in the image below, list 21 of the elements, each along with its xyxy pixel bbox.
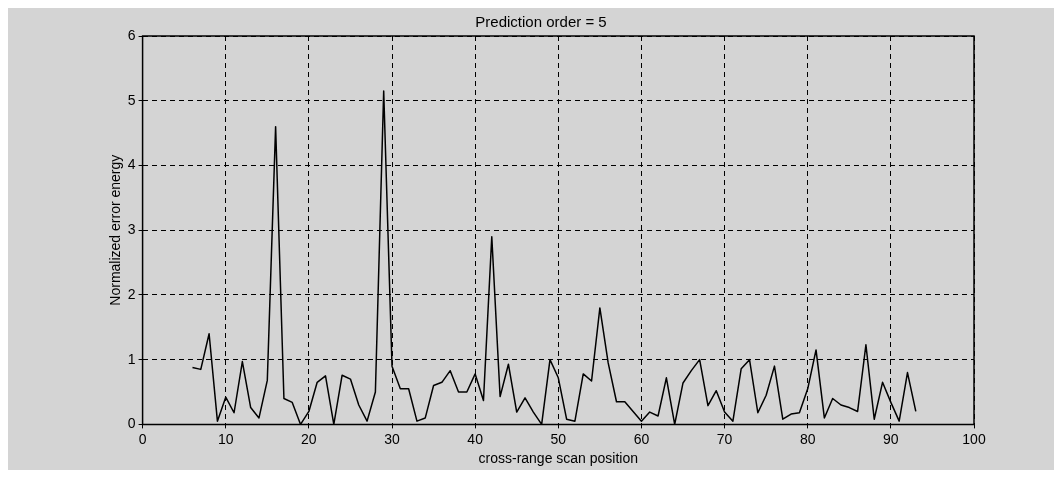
x-tick-label: 30 xyxy=(384,430,401,447)
x-tick-label: 50 xyxy=(550,430,567,447)
x-tick-label: 20 xyxy=(301,430,317,447)
x-tick-label: 40 xyxy=(467,430,484,447)
x-tick-label: 90 xyxy=(883,430,899,447)
y-tick-label: 0 xyxy=(127,415,136,432)
x-tick-label: 80 xyxy=(799,430,816,447)
y-tick-label: 2 xyxy=(127,285,136,302)
x-tick-label: 10 xyxy=(217,430,234,447)
y-tick-label: 5 xyxy=(127,91,136,108)
x-tick-label: 0 xyxy=(138,430,147,447)
x-axis-title: cross-range scan position xyxy=(478,450,639,467)
y-axis-title: Normalized error energy xyxy=(107,154,124,306)
y-tick-label: 1 xyxy=(127,350,136,367)
chart-title: Prediction order = 5 xyxy=(475,13,607,31)
y-tick-label: 6 xyxy=(127,26,136,43)
y-tick-label: 3 xyxy=(127,221,136,238)
y-tick-label: 4 xyxy=(127,156,136,173)
x-tick-label: 60 xyxy=(633,430,650,447)
x-tick-label: 100 xyxy=(962,430,986,447)
x-tick-label: 70 xyxy=(716,430,733,447)
